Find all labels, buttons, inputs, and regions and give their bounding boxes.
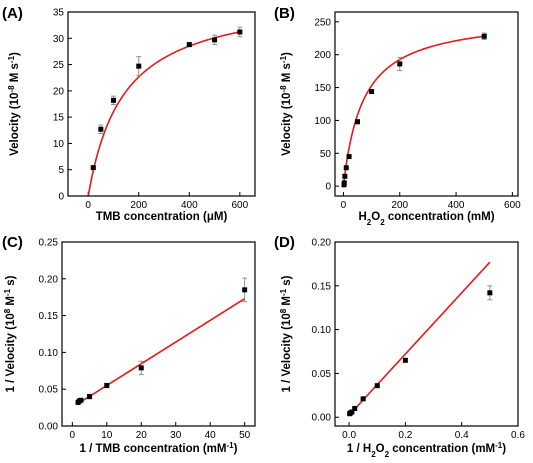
y-axis-title: Velocity (10-8 M s-1) bbox=[279, 52, 294, 156]
y-tick-label: 100 bbox=[314, 116, 331, 127]
y-axis-title: Velocity (10-8 M s-1) bbox=[7, 52, 22, 156]
y-tick-label: 250 bbox=[314, 17, 331, 28]
y-tick-label: 10 bbox=[53, 139, 65, 150]
y-tick-label: 5 bbox=[58, 165, 64, 176]
y-tick-label: 0.05 bbox=[39, 385, 59, 396]
y-axis-title: 1 / Velocity (108 M-1 s) bbox=[3, 275, 18, 392]
panel-label: (D) bbox=[274, 234, 295, 251]
data-point bbox=[346, 154, 352, 160]
x-tick-label: 200 bbox=[391, 200, 408, 211]
y-tick-label: 35 bbox=[53, 8, 65, 19]
x-axis-title: H2O2 concentration (mM) bbox=[358, 211, 494, 227]
fit-curve bbox=[87, 31, 241, 196]
data-point bbox=[138, 365, 144, 371]
x-axis-title: 1 / H2O2 concentration (mM-1) bbox=[347, 441, 506, 459]
y-tick-label: 150 bbox=[314, 83, 331, 94]
y-tick-label: 0.10 bbox=[312, 325, 332, 336]
data-point bbox=[104, 383, 110, 389]
x-tick-label: 10 bbox=[101, 430, 113, 441]
data-point bbox=[186, 42, 192, 48]
x-tick-label: 30 bbox=[170, 430, 182, 441]
x-tick-label: 0 bbox=[85, 200, 91, 211]
data-point bbox=[343, 165, 349, 171]
x-tick-label: 400 bbox=[181, 200, 198, 211]
y-tick-label: 15 bbox=[53, 113, 65, 124]
data-point bbox=[110, 97, 116, 103]
x-tick-label: 600 bbox=[504, 200, 521, 211]
x-tick-label: 0.6 bbox=[511, 430, 525, 441]
x-axis-title: TMB concentration (μM) bbox=[96, 211, 228, 223]
plot-frame bbox=[334, 241, 519, 427]
y-tick-label: 0.25 bbox=[39, 238, 59, 249]
x-tick-label: 50 bbox=[239, 430, 251, 441]
plot-frame bbox=[67, 11, 256, 197]
x-tick-label: 600 bbox=[231, 200, 248, 211]
y-tick-label: 0.00 bbox=[39, 422, 59, 433]
y-axis-title: 1 / Velocity (108 M-1 s) bbox=[279, 275, 294, 392]
data-point bbox=[487, 290, 493, 296]
panel-a: 0 200 400 600 0 5 10 15 20 25 30 35 (A) TMB concentra… bbox=[2, 5, 256, 223]
panel-label: (A) bbox=[2, 5, 23, 22]
plot-frame bbox=[61, 241, 256, 427]
data-point bbox=[242, 287, 248, 293]
y-tick-label: 0.20 bbox=[39, 274, 59, 285]
x-tick-label: 0.4 bbox=[455, 430, 469, 441]
data-point bbox=[98, 126, 104, 132]
y-tick-label: 0.15 bbox=[312, 281, 332, 292]
data-point bbox=[402, 357, 408, 363]
data-point bbox=[360, 396, 366, 402]
data-point bbox=[369, 89, 375, 95]
data-point bbox=[212, 37, 218, 43]
x-axis-title: 1 / TMB concentration (mM-1) bbox=[80, 441, 238, 456]
data-point bbox=[342, 173, 348, 179]
x-tick-label: 40 bbox=[205, 430, 217, 441]
x-tick-label: 400 bbox=[448, 200, 465, 211]
panel-label: (C) bbox=[2, 234, 23, 251]
x-tick-label: 20 bbox=[136, 430, 148, 441]
panel-c: 0 10 20 30 40 50 0.00 0.05 0.10 0.15 0.20 0.25 (C) 1 … bbox=[2, 234, 256, 456]
y-tick-label: 30 bbox=[53, 34, 65, 45]
data-point bbox=[237, 29, 243, 35]
fit-curve bbox=[342, 35, 485, 186]
y-tick-label: 0.15 bbox=[39, 311, 59, 322]
data-point bbox=[481, 33, 487, 39]
y-tick-label: 0 bbox=[325, 182, 331, 193]
fit-curve bbox=[349, 261, 491, 416]
data-point bbox=[374, 383, 380, 389]
data-point bbox=[136, 63, 142, 69]
panel-d: 0.0 0.2 0.4 0.6 0.00 0.05 0.10 0.15 0.20 (D) 1 / H… bbox=[274, 234, 525, 459]
y-tick-label: 20 bbox=[53, 86, 65, 97]
x-tick-label: 0.0 bbox=[342, 430, 356, 441]
panel-b: 0 200 400 600 0 50 100 150 200 250 (B) H2O2 concent… bbox=[274, 5, 521, 227]
y-tick-label: 25 bbox=[53, 60, 65, 71]
y-tick-label: 0 bbox=[58, 192, 64, 203]
data-point bbox=[397, 61, 403, 67]
y-tick-label: 0.05 bbox=[312, 369, 332, 380]
x-tick-label: 0.2 bbox=[398, 430, 412, 441]
y-tick-label: 0.00 bbox=[312, 413, 332, 424]
data-point bbox=[352, 405, 358, 411]
data-point bbox=[341, 180, 347, 186]
y-tick-label: 50 bbox=[320, 149, 332, 160]
data-point bbox=[355, 119, 361, 125]
data-point bbox=[90, 165, 96, 171]
x-tick-label: 0 bbox=[70, 430, 76, 441]
y-tick-label: 200 bbox=[314, 50, 331, 61]
x-tick-label: 200 bbox=[130, 200, 147, 211]
y-tick-label: 0.10 bbox=[39, 348, 59, 359]
x-tick-label: 0 bbox=[341, 200, 347, 211]
data-point bbox=[349, 409, 355, 415]
panel-label: (B) bbox=[274, 5, 295, 22]
data-point bbox=[78, 397, 84, 403]
plot-frame bbox=[334, 11, 519, 197]
y-tick-label: 0.20 bbox=[312, 238, 332, 249]
data-point bbox=[87, 394, 93, 400]
